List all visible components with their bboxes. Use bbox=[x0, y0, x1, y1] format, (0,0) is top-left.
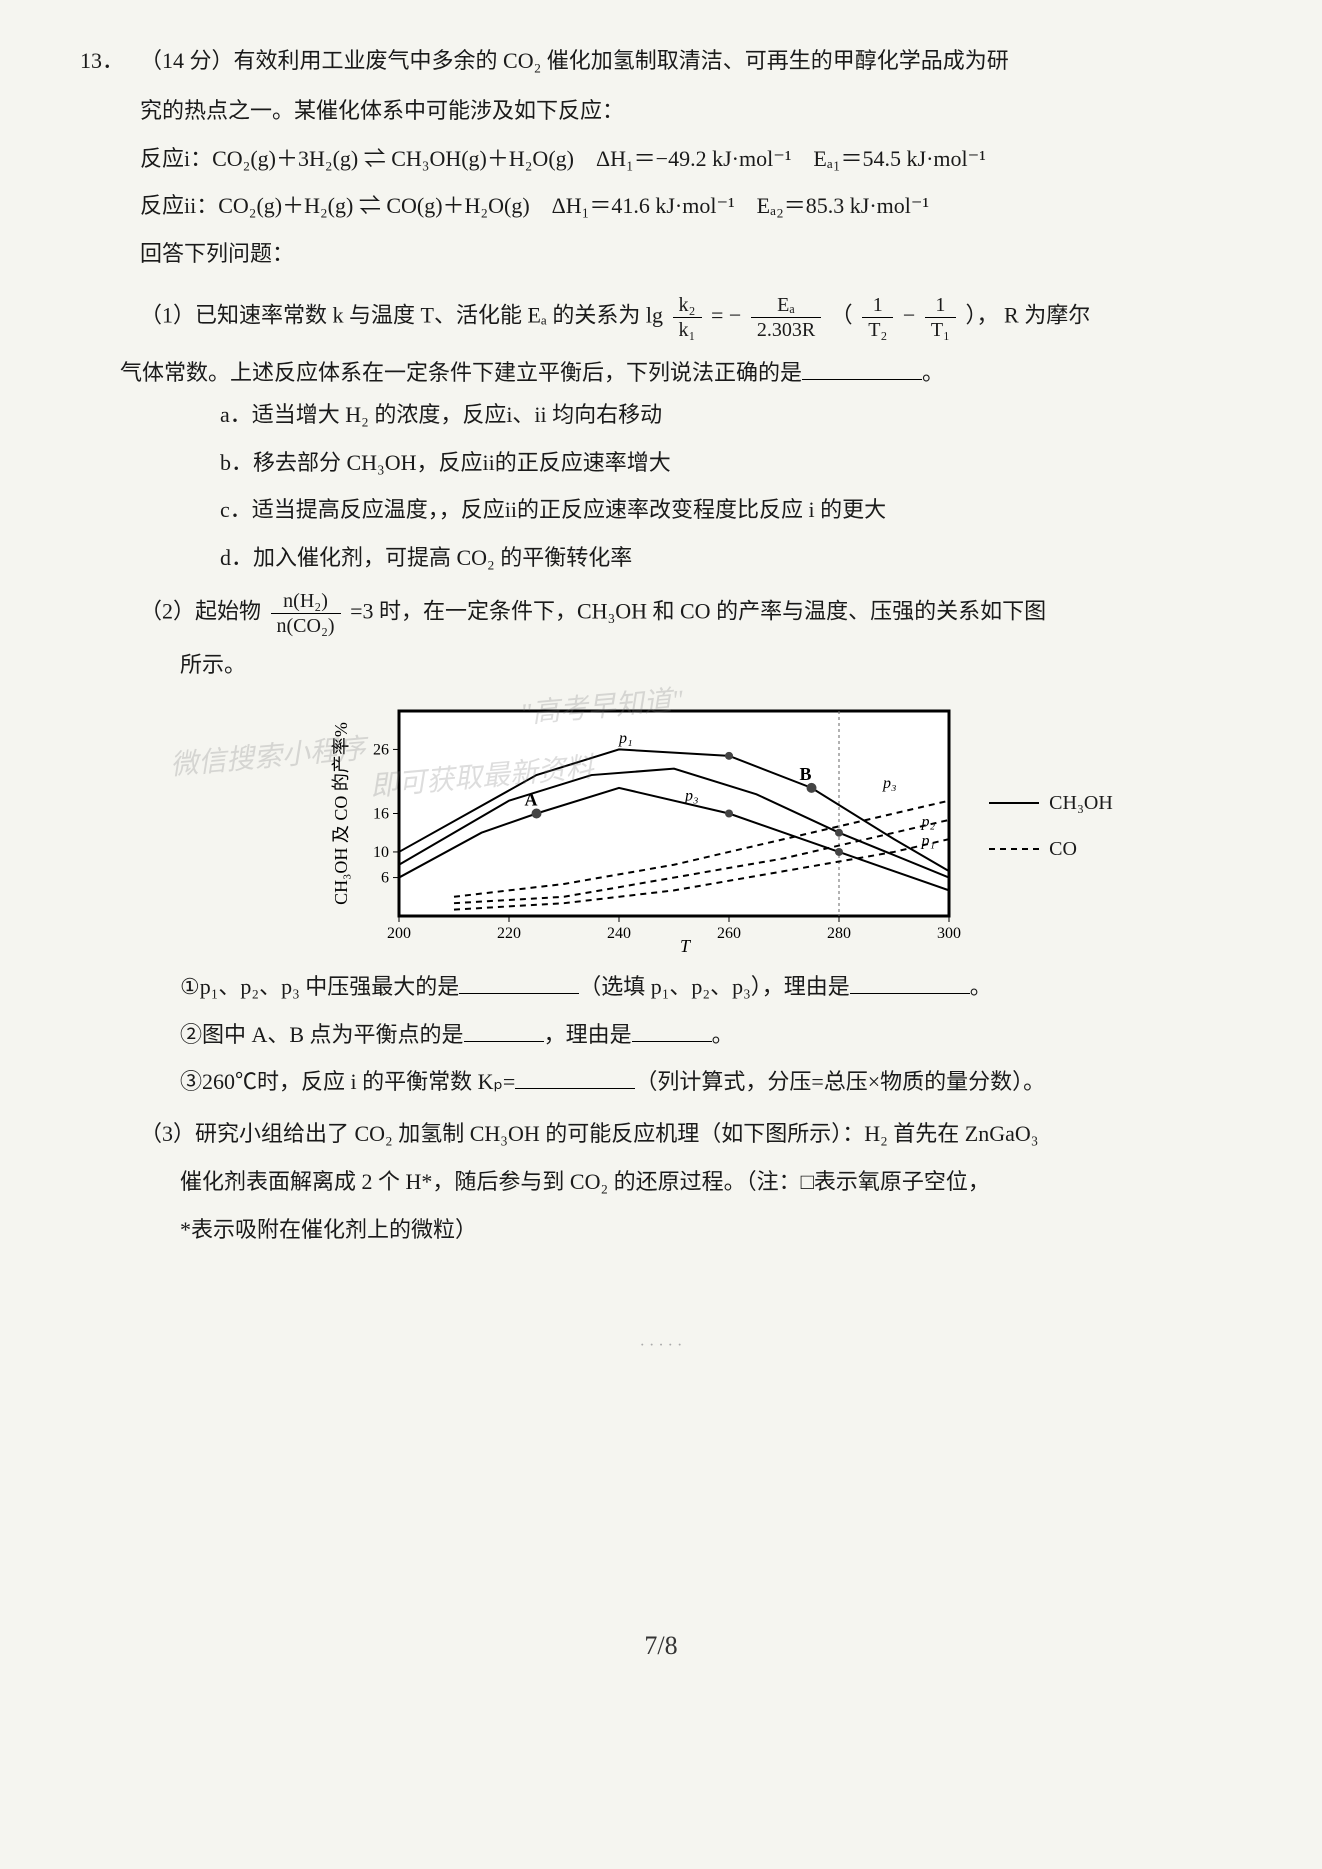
reaction-ii-label: 反应ii： bbox=[140, 193, 218, 218]
q3-l2: 催化剂表面解离成 2 个 H*，随后参与到 CO₂ 的还原过程。（注：□表示氧原… bbox=[180, 1161, 1242, 1203]
problem-13: 13． （14 分）有效利用工业废气中多余的 CO₂ 催化加氢制取清洁、可再生的… bbox=[80, 40, 1242, 1251]
q1-prefix: （1）已知速率常数 k 与温度 T、活化能 Eₐ 的关系为 lg bbox=[140, 303, 663, 328]
opt-d: d．加入催化剂，可提高 CO₂ 的平衡转化率 bbox=[220, 537, 1242, 579]
svg-text:16: 16 bbox=[373, 805, 389, 822]
reaction-i-label: 反应i： bbox=[140, 146, 212, 171]
points-label: （14 分） bbox=[140, 48, 234, 73]
svg-text:260: 260 bbox=[717, 925, 741, 942]
q2-sub2-blank2 bbox=[632, 1020, 712, 1042]
svg-text:CH₃OH 及 CO 的产率%: CH₃OH 及 CO 的产率% bbox=[331, 722, 351, 905]
q1-frac3: 1T₂ bbox=[862, 293, 893, 342]
problem-number: 13． bbox=[80, 40, 140, 82]
opt-c: c．适当提高反应温度，，反应ii的正反应速率改变程度比反应 i 的更大 bbox=[220, 489, 1242, 531]
svg-text:p₁: p₁ bbox=[618, 730, 633, 747]
svg-text:6: 6 bbox=[381, 869, 389, 886]
svg-text:p₁: p₁ bbox=[921, 832, 936, 849]
legend-ch3oh-label: CH₃OH bbox=[1049, 784, 1113, 822]
q2-sub2-c: 。 bbox=[712, 1022, 734, 1047]
frac3-den: T₂ bbox=[862, 318, 893, 342]
q2-frac-den: n(CO₂) bbox=[271, 614, 341, 638]
chart-legend: CH₃OH CO bbox=[989, 776, 1113, 876]
q2-suffix: 所示。 bbox=[180, 644, 1242, 686]
q2-sub1: ①p₁、p₂、p₃ 中压强最大的是 （选填 p₁、p₂、p₃），理由是 。 bbox=[180, 966, 1242, 1008]
q1-line2: 气体常数。上述反应体系在一定条件下建立平衡后，下列说法正确的是 。 bbox=[120, 352, 1242, 394]
q2-sub2: ②图中 A、B 点为平衡点的是 ，理由是 。 bbox=[180, 1014, 1242, 1056]
q1-line2-b: 。 bbox=[922, 360, 944, 385]
q1-line2-a: 气体常数。上述反应体系在一定条件下建立平衡后，下列说法正确的是 bbox=[120, 360, 802, 385]
q1-blank bbox=[802, 358, 922, 380]
svg-text:p₂: p₂ bbox=[921, 813, 936, 830]
q2-prefix: （2）起始物 bbox=[140, 599, 261, 624]
q2-mid: =3 时，在一定条件下，CH₃OH 和 CO 的产率与温度、压强的关系如下图 bbox=[350, 599, 1046, 624]
q1: （1）已知速率常数 k 与温度 T、活化能 Eₐ 的关系为 lg k₂k₁ = … bbox=[140, 293, 1242, 342]
q2-sub1-a: ①p₁、p₂、p₃ 中压强最大的是 bbox=[180, 974, 459, 999]
opt-b: b．移去部分 CH₃OH，反应ii的正反应速率增大 bbox=[220, 442, 1242, 484]
q2: （2）起始物 n(H₂)n(CO₂) =3 时，在一定条件下，CH₃OH 和 C… bbox=[140, 589, 1242, 638]
page-number: 7/8 bbox=[80, 1621, 1242, 1670]
reaction-i: 反应i：CO₂(g)＋3H₂(g) ⇌ CH₃OH(g)＋H₂O(g) ΔH₁＝… bbox=[140, 138, 1242, 180]
q1-minus: − bbox=[903, 303, 921, 328]
frac2-num: Eₐ bbox=[751, 293, 821, 318]
q2-sub3-b: （列计算式，分压=总压×物质的量分数）。 bbox=[635, 1069, 1045, 1094]
svg-text:200: 200 bbox=[387, 925, 411, 942]
q1-paren-close: ）， bbox=[966, 303, 999, 328]
q1-frac2: Eₐ2.303R bbox=[751, 293, 821, 342]
reaction-i-eq: CO₂(g)＋3H₂(g) ⇌ CH₃OH(g)＋H₂O(g) ΔH₁＝−49.… bbox=[212, 146, 986, 171]
q3-l1: （3）研究小组给出了 CO₂ 加氢制 CH₃OH 的可能反应机理（如下图所示）：… bbox=[140, 1113, 1242, 1155]
intro-line-2: 究的热点之一。某催化体系中可能涉及如下反应： bbox=[140, 90, 1242, 132]
q2-sub2-b: ，理由是 bbox=[544, 1022, 632, 1047]
q2-frac-num: n(H₂) bbox=[271, 589, 341, 614]
q2-sub1-blank1 bbox=[459, 972, 579, 994]
svg-text:240: 240 bbox=[607, 925, 631, 942]
faded-footer: · · · · · bbox=[80, 1331, 1242, 1361]
legend-ch3oh: CH₃OH bbox=[989, 784, 1113, 822]
answer-prompt: 回答下列问题： bbox=[140, 233, 1242, 275]
svg-text:300: 300 bbox=[937, 925, 961, 942]
opt-a: a．适当增大 H₂ 的浓度，反应i、ii 均向右移动 bbox=[220, 394, 1242, 436]
yield-chart: 6 10 16 26 200 220 240 260 280 300 A Bp₁ p₃ p₃ p₂ p₁ CH₃… bbox=[329, 696, 969, 956]
frac4-den: T₁ bbox=[925, 318, 956, 342]
q2-sub2-a: ②图中 A、B 点为平衡点的是 bbox=[180, 1022, 464, 1047]
frac3-num: 1 bbox=[862, 293, 893, 318]
q2-frac: n(H₂)n(CO₂) bbox=[271, 589, 341, 638]
q2-sub3: ③260℃时，反应 i 的平衡常数 Kₚ= （列计算式，分压=总压×物质的量分数）… bbox=[180, 1061, 1242, 1103]
frac4-num: 1 bbox=[925, 293, 956, 318]
svg-text:10: 10 bbox=[373, 844, 389, 861]
reaction-ii: 反应ii：CO₂(g)＋H₂(g) ⇌ CO(g)＋H₂O(g) ΔH₁＝41.… bbox=[140, 185, 1242, 227]
svg-text:220: 220 bbox=[497, 925, 521, 942]
q1-frac4: 1T₁ bbox=[925, 293, 956, 342]
q1-eq: = − bbox=[711, 303, 747, 328]
legend-co-label: CO bbox=[1049, 830, 1077, 868]
legend-line-solid bbox=[989, 802, 1039, 804]
frac1-den: k₁ bbox=[673, 318, 702, 342]
svg-text:A: A bbox=[525, 789, 538, 809]
q2-sub1-blank2 bbox=[850, 972, 970, 994]
legend-line-dashed bbox=[989, 848, 1039, 850]
q2-sub3-blank bbox=[515, 1067, 635, 1089]
svg-text:p₃: p₃ bbox=[684, 787, 699, 804]
frac2-den: 2.303R bbox=[751, 318, 821, 342]
svg-text:T: T bbox=[680, 936, 692, 956]
q2-sub1-c: 。 bbox=[970, 974, 992, 999]
intro-line-1: 有效利用工业废气中多余的 CO₂ 催化加氢制取清洁、可再生的甲醇化学品成为研 bbox=[234, 48, 1009, 73]
chart-container: 6 10 16 26 200 220 240 260 280 300 A Bp₁ p₃ p₃ p₂ p₁ CH₃… bbox=[200, 696, 1242, 956]
svg-text:B: B bbox=[800, 764, 812, 784]
q2-sub3-a: ③260℃时，反应 i 的平衡常数 Kₚ= bbox=[180, 1069, 515, 1094]
q1-paren-open: （ bbox=[831, 303, 853, 328]
q2-sub1-b: （选填 p₁、p₂、p₃），理由是 bbox=[579, 974, 850, 999]
problem-intro: （14 分）有效利用工业废气中多余的 CO₂ 催化加氢制取清洁、可再生的甲醇化学… bbox=[140, 40, 1242, 82]
svg-text:26: 26 bbox=[373, 741, 389, 758]
reaction-ii-eq: CO₂(g)＋H₂(g) ⇌ CO(g)＋H₂O(g) ΔH₁＝41.6 kJ·… bbox=[218, 193, 929, 218]
svg-text:280: 280 bbox=[827, 925, 851, 942]
legend-co: CO bbox=[989, 830, 1113, 868]
problem-header: 13． （14 分）有效利用工业废气中多余的 CO₂ 催化加氢制取清洁、可再生的… bbox=[80, 40, 1242, 82]
frac1-num: k₂ bbox=[673, 293, 702, 318]
q3-l3: *表示吸附在催化剂上的微粒） bbox=[180, 1209, 1242, 1251]
svg-text:p₃: p₃ bbox=[882, 775, 897, 792]
q1-tail: R 为摩尔 bbox=[1004, 303, 1090, 328]
q2-sub2-blank1 bbox=[464, 1020, 544, 1042]
q1-frac1: k₂k₁ bbox=[673, 293, 702, 342]
